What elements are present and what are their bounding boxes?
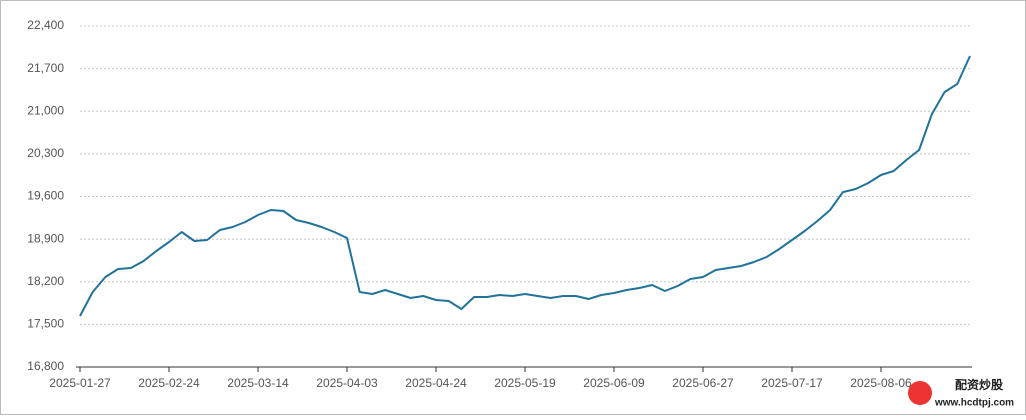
watermark-url: www.hcdtpj.com xyxy=(934,398,1014,409)
x-tick-label: 2025-08-06 xyxy=(850,376,912,390)
x-tick-label: 2025-04-24 xyxy=(405,376,467,390)
x-tick-label: 2025-02-24 xyxy=(138,376,200,390)
y-tick-label: 19,600 xyxy=(27,189,64,203)
x-tick-label: 2025-01-27 xyxy=(49,376,111,390)
y-tick-label: 18,900 xyxy=(27,231,64,245)
watermark-logo xyxy=(908,381,932,405)
plot-area: 16,800 17,500 18,200 18,900 19,600 20,300 21,0… xyxy=(27,18,972,390)
y-tick-label: 16,800 xyxy=(27,359,64,373)
y-tick-label: 20,300 xyxy=(27,146,64,160)
y-tick-label: 21,700 xyxy=(27,61,64,75)
y-tick-label: 22,400 xyxy=(27,18,64,32)
x-tick-label: 2025-06-27 xyxy=(672,376,734,390)
x-tick-label: 2025-07-17 xyxy=(761,376,823,390)
y-tick-label: 18,200 xyxy=(27,274,64,288)
y-tick-label: 17,500 xyxy=(27,317,64,331)
x-tick-label: 2025-05-19 xyxy=(494,376,556,390)
x-tick-label: 2025-04-03 xyxy=(316,376,378,390)
watermark-brand: 配资炒股 xyxy=(955,377,1004,392)
x-tick-label: 2025-03-14 xyxy=(227,376,289,390)
y-tick-label: 21,000 xyxy=(27,103,64,117)
line-series xyxy=(79,55,971,317)
x-tick-label: 2025-06-09 xyxy=(583,376,645,390)
watermark: 配资炒股 www.hcdtpj.com xyxy=(908,377,1014,409)
